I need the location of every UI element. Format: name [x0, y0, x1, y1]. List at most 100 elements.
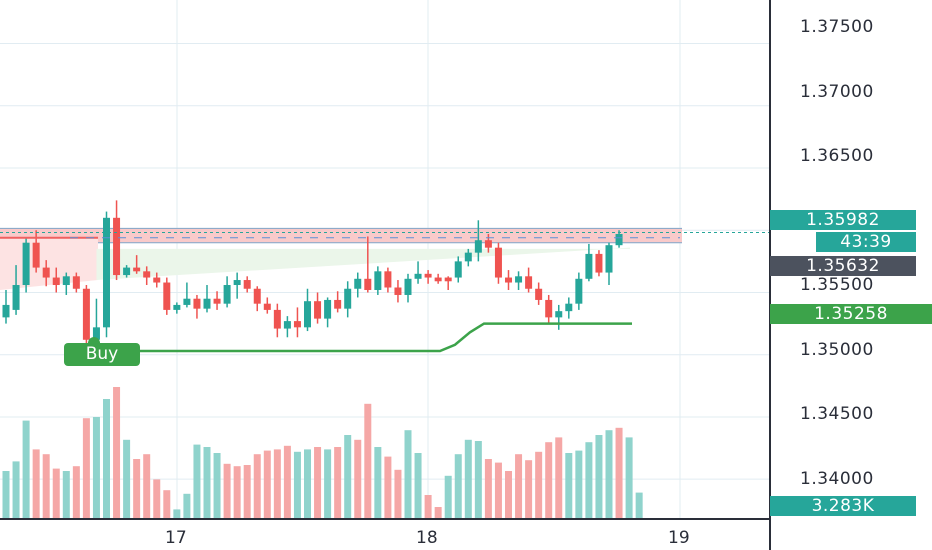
y-tick-label: 1.34000: [800, 469, 874, 489]
candle-body: [394, 287, 402, 295]
volume-bar: [515, 454, 523, 519]
volume-bar: [293, 451, 301, 519]
candle-body: [525, 276, 533, 289]
volume-bar: [595, 435, 603, 519]
candle-body: [424, 273, 432, 278]
volume-bar: [263, 450, 271, 519]
candle-body: [454, 261, 462, 278]
volume-bar: [625, 437, 633, 519]
volume-bar: [615, 427, 623, 519]
volume-bar: [565, 453, 573, 519]
level-1-tag: 1.35632: [770, 256, 916, 276]
y-tick-label: 1.37000: [800, 82, 874, 102]
volume-bar: [505, 471, 512, 519]
candle-body: [615, 233, 623, 246]
volume-bar: [233, 466, 241, 519]
candle-body: [374, 271, 382, 290]
bullish-zone: [96, 247, 630, 281]
candle-body: [595, 253, 603, 273]
candle-body: [494, 247, 502, 278]
volume-bar: [143, 454, 151, 519]
volume-bar: [464, 439, 472, 519]
candle-body: [384, 271, 392, 288]
last-price-tag: 1.35982: [770, 210, 916, 230]
candle-body: [123, 267, 131, 276]
volume-bar: [525, 460, 533, 519]
volume-bar: [223, 463, 231, 519]
y-tick-label: 1.37500: [800, 17, 874, 37]
bearish-zone: [0, 237, 98, 290]
volume-bar: [213, 453, 221, 519]
candle-body: [62, 276, 70, 286]
candle-body: [535, 288, 543, 300]
volume-bar: [283, 445, 291, 519]
candle-body: [32, 242, 40, 268]
volume-bar: [314, 447, 322, 519]
candle-body: [364, 278, 372, 290]
volume-bar: [324, 449, 332, 519]
volume-bar: [394, 469, 402, 519]
candle-body: [404, 278, 412, 295]
volume-bar: [42, 454, 50, 519]
candle-body: [354, 278, 362, 289]
volume-bar: [404, 430, 412, 519]
volume-bar: [474, 441, 482, 519]
volume-bar: [113, 387, 121, 519]
candle-body: [314, 301, 322, 319]
candle-body: [233, 280, 241, 286]
candle-body: [263, 303, 271, 310]
volume-bars: [2, 387, 643, 519]
candle-body: [92, 327, 100, 340]
candle-body: [605, 245, 613, 273]
candle-body: [163, 282, 171, 310]
candle-body: [72, 276, 80, 289]
buy-signal-badge: Buy: [64, 337, 140, 366]
volume-bar: [374, 447, 382, 519]
volume-bar: [22, 420, 30, 519]
volume-bar: [585, 442, 593, 519]
volume-bar: [414, 453, 422, 519]
volume-bar: [62, 471, 70, 519]
volume-bar: [484, 459, 492, 519]
y-tick-label: 1.35500: [800, 275, 874, 295]
level-2-tag: 1.35258: [770, 304, 932, 324]
candle-body: [193, 298, 201, 309]
volume-bar: [304, 449, 311, 519]
candle-body: [334, 299, 342, 309]
candle-body: [173, 304, 181, 310]
volume-bar: [12, 461, 20, 519]
volume-bar: [334, 447, 342, 519]
candle-body: [12, 285, 20, 310]
volume-bar: [2, 471, 10, 519]
volume-bar: [635, 492, 643, 519]
volume-bar: [163, 490, 171, 519]
candle-body: [505, 277, 512, 283]
volume-bar: [364, 403, 372, 519]
candle-body: [515, 276, 523, 283]
candle-body: [474, 240, 482, 253]
candle-body: [545, 299, 553, 318]
volume-bar: [344, 435, 352, 519]
candle-body: [273, 309, 281, 329]
support-line: [90, 322, 632, 353]
y-tick-label: 1.36500: [800, 146, 874, 166]
candle-body: [414, 273, 422, 279]
volume-bar: [253, 454, 261, 519]
candle-body: [344, 288, 352, 309]
volume-bar: [494, 462, 502, 519]
buy-signal-label: Buy: [85, 344, 119, 364]
volume-bar: [434, 507, 442, 519]
candle-body: [103, 217, 110, 328]
volume-tag: 3.283K: [770, 496, 916, 516]
candle-body: [133, 267, 141, 272]
volume-bar: [123, 439, 131, 519]
candle-body: [153, 277, 161, 283]
candle-body: [113, 217, 121, 276]
candle-body: [464, 252, 472, 262]
candle-body: [293, 321, 301, 328]
volume-bar: [72, 466, 80, 519]
candle-body: [52, 277, 60, 286]
volume-bar: [133, 459, 141, 519]
volume-bar: [193, 444, 201, 519]
volume-bar: [444, 475, 452, 519]
